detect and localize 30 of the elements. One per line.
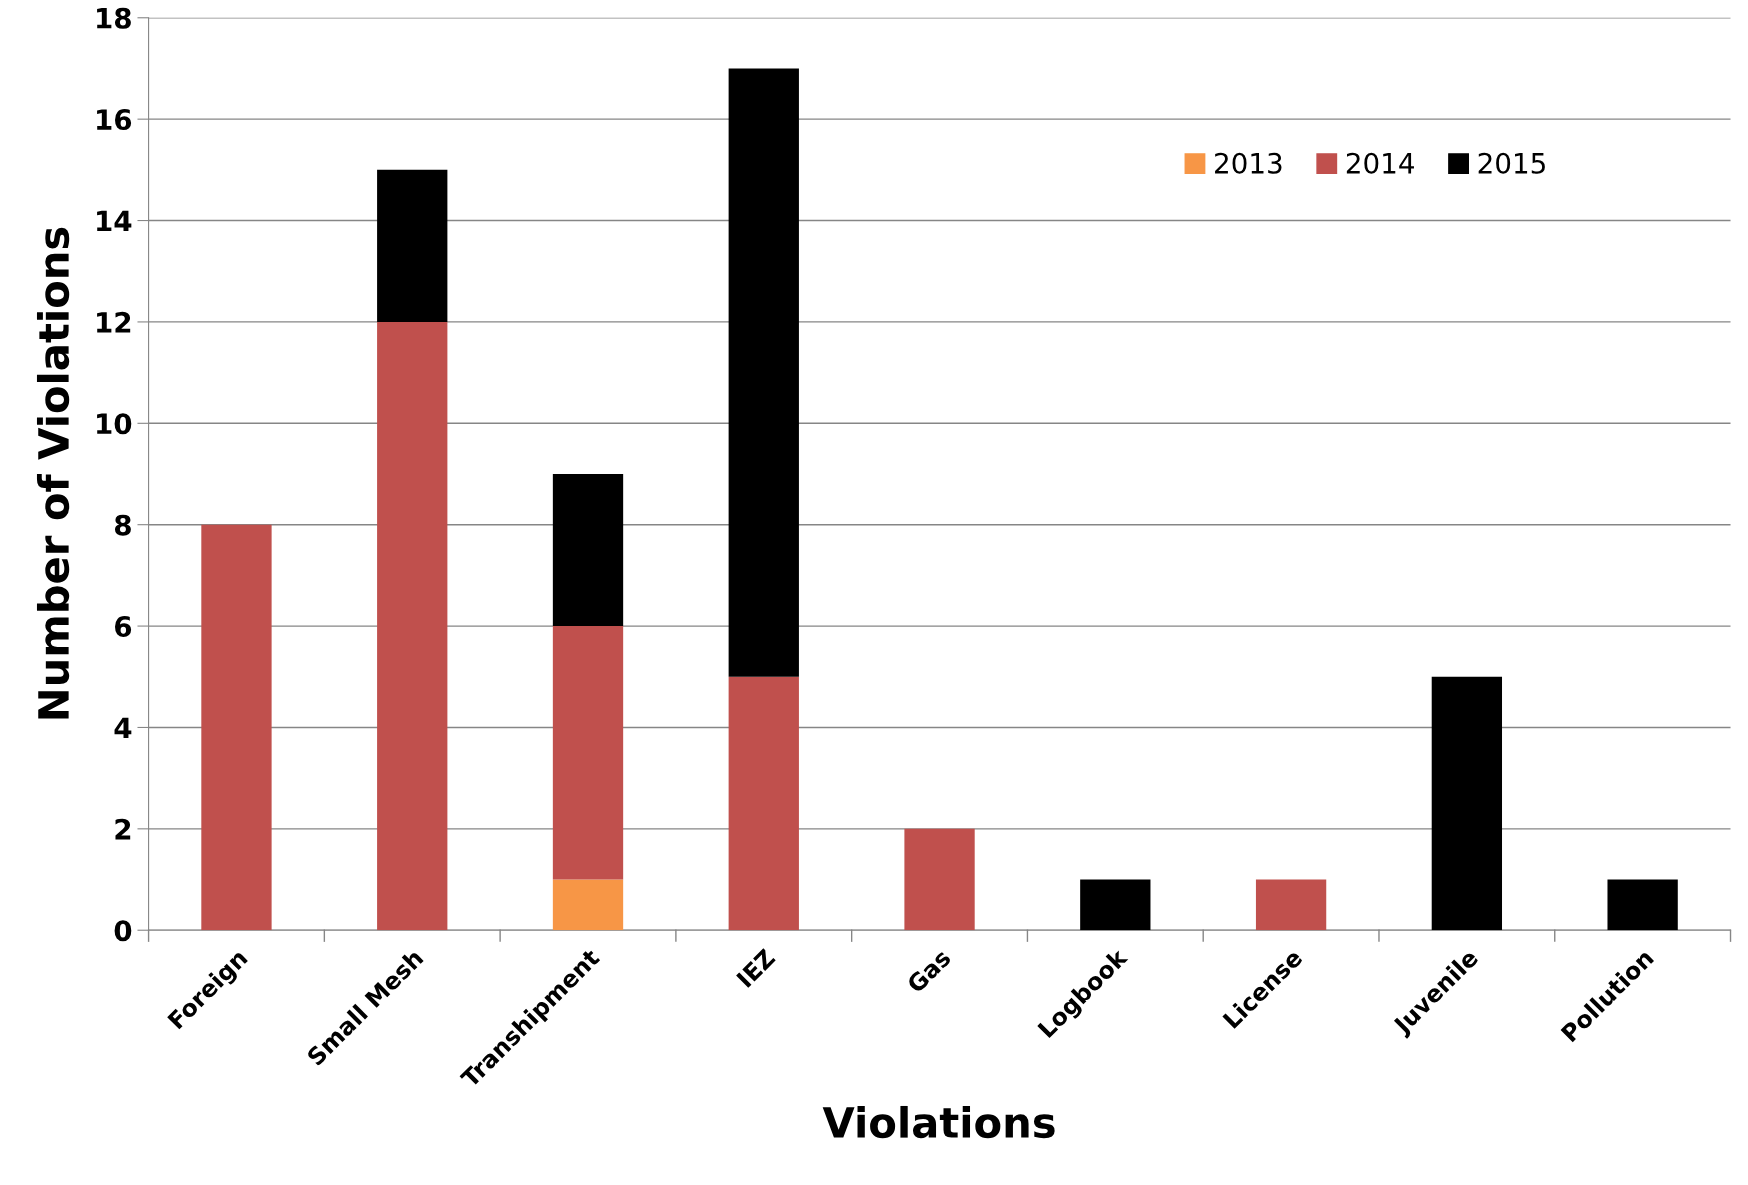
y-tick-label: 2	[115, 818, 131, 840]
y-tick-label: 18	[97, 7, 131, 29]
y-tick-label: 8	[114, 514, 131, 536]
legend-label: 2013	[1215, 152, 1282, 174]
x-axis-title: Violations	[822, 1105, 1055, 1139]
y-tick-label: 10	[97, 413, 132, 435]
bar	[1255, 879, 1327, 931]
bar	[1607, 879, 1678, 931]
legend-label: 2014	[1346, 152, 1414, 174]
bar	[552, 626, 624, 880]
x-tick-label: Gas	[905, 947, 952, 994]
bar	[728, 676, 799, 931]
legend-label: 2015	[1478, 152, 1545, 174]
y-tick-label: 16	[97, 109, 132, 131]
y-tick-label: 12	[97, 311, 131, 333]
bar	[552, 474, 624, 627]
bar	[904, 828, 975, 931]
bar	[377, 321, 448, 931]
bar	[552, 879, 624, 931]
y-tick-label: 4	[114, 717, 132, 739]
bar	[728, 68, 799, 677]
bar	[1431, 676, 1503, 931]
y-tick-label: 0	[114, 920, 132, 942]
y-tick-label: 6	[115, 616, 132, 638]
bar	[1080, 879, 1151, 931]
bar	[201, 524, 272, 931]
y-tick-label: 14	[97, 210, 132, 232]
x-tick-label: IEZ	[736, 948, 776, 988]
y-axis-title: Number of Violations	[36, 227, 70, 719]
bar	[377, 169, 448, 322]
